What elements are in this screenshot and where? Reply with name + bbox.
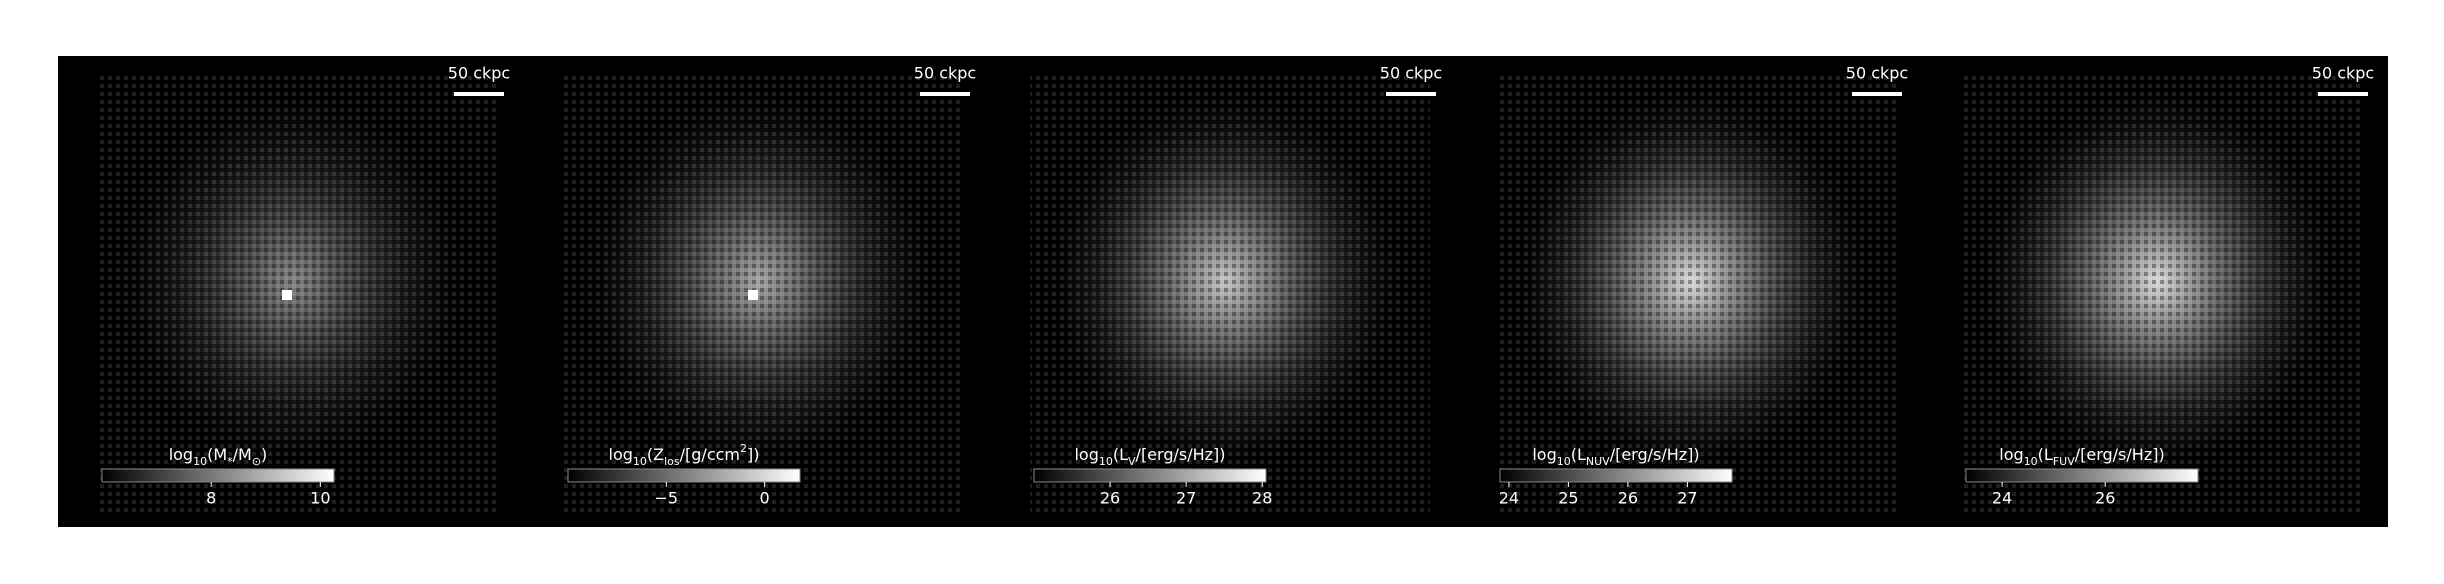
colorbar-label-part: log (169, 445, 193, 464)
colorbar-label: log10​(M*​/M⊙​) (169, 445, 268, 468)
colorbar-label-part: * (227, 455, 233, 468)
image-core (748, 290, 758, 300)
colorbar-label-part: NUV (1586, 455, 1610, 468)
colorbar-tick-label: 25 (1558, 489, 1578, 508)
colorbar-label-part: (L (2038, 445, 2053, 464)
panel: 50 ckpc log10​(LV​/[erg/s/Hz]) 26 27 28 (990, 56, 1456, 527)
colorbar-label: log10​(LNUV​/[erg/s/Hz]) (1532, 445, 1699, 468)
colorbar (1499, 468, 1733, 483)
panel: 50 ckpc log10​(Zlos​/[g/ccm2​]) −5 0 (524, 56, 990, 527)
colorbar-label-part: 2 (740, 442, 747, 455)
colorbar-label-part: log (1999, 445, 2023, 464)
panel: 50 ckpc log10​(LNUV​/[erg/s/Hz]) 24 25 26 27 (1456, 56, 1922, 527)
colorbar-label-part: (L (1571, 445, 1586, 464)
colorbar-label-part: FUV (2053, 455, 2075, 468)
colorbar-tick-label: 0 (760, 489, 770, 508)
colorbar-label-part: log (609, 445, 633, 464)
colorbar-tick-label: 8 (206, 489, 216, 508)
scale-bar-label: 50 ckpc (1846, 64, 1908, 83)
scale-bar-label: 50 ckpc (914, 64, 976, 83)
colorbar-tick-label: 27 (1677, 489, 1697, 508)
colorbar-label-part: (Z (647, 445, 664, 464)
colorbar-label-part: /[erg/s/Hz]) (1136, 445, 1226, 464)
colorbar-label-part: 10 (633, 455, 647, 468)
colorbar-label-part: /[erg/s/Hz]) (2075, 445, 2165, 464)
panel: 50 ckpc log10​(LFUV​/[erg/s/Hz]) 24 26 (1922, 56, 2388, 527)
colorbar (1033, 468, 1267, 483)
colorbar (1965, 468, 2199, 483)
colorbar-tick-label: 10 (310, 489, 330, 508)
colorbar-label-part: /M (233, 445, 252, 464)
image-noise (1962, 76, 2362, 516)
colorbar-tick-label: 26 (1100, 489, 1120, 508)
colorbar-tick-label: 26 (1618, 489, 1638, 508)
colorbar (101, 468, 335, 483)
colorbar-label-part: (L (1113, 445, 1128, 464)
colorbar-label-part: V (1128, 455, 1136, 468)
colorbar-label-part: 10 (1557, 455, 1571, 468)
scale-bar-label: 50 ckpc (1380, 64, 1442, 83)
colorbar-label: log10​(LFUV​/[erg/s/Hz]) (1999, 445, 2164, 468)
colorbar (567, 468, 801, 483)
colorbar-label-part: ) (261, 445, 267, 464)
colorbar-label-part: 10 (2024, 455, 2038, 468)
colorbar-label-part: /[erg/s/Hz]) (1610, 445, 1700, 464)
colorbar-label: log10​(LV​/[erg/s/Hz]) (1074, 445, 1225, 468)
colorbar-label-part: /[g/ccm (680, 445, 740, 464)
colorbar-label-part: ]) (747, 445, 759, 464)
colorbar-label-part: log (1532, 445, 1556, 464)
image-noise (564, 76, 964, 516)
colorbar-tick-label: 24 (1992, 489, 2012, 508)
colorbar-tick-label: 24 (1499, 489, 1519, 508)
colorbar-label-part: 10 (193, 455, 207, 468)
colorbar-label-part: 10 (1099, 455, 1113, 468)
image-noise (1030, 76, 1430, 516)
colorbar-tick-label: 27 (1176, 489, 1196, 508)
image-core (282, 290, 292, 300)
colorbar-label-part: ⊙ (252, 455, 261, 468)
image-noise (98, 76, 498, 516)
colorbar-label-part: los (664, 455, 680, 468)
colorbar-label-part: log (1074, 445, 1098, 464)
colorbar-tick-label: 26 (2095, 489, 2115, 508)
colorbar-label: log10​(Zlos​/[g/ccm2​]) (609, 442, 760, 468)
colorbar-label-part: (M (207, 445, 227, 464)
colorbar-tick-label: 28 (1252, 489, 1272, 508)
image-noise (1496, 76, 1896, 516)
scale-bar-label: 50 ckpc (448, 64, 510, 83)
colorbar-tick-label: −5 (655, 489, 679, 508)
panel: 50 ckpc log10​(M*​/M⊙​) 8 10 (58, 56, 524, 527)
scale-bar-label: 50 ckpc (2312, 64, 2374, 83)
